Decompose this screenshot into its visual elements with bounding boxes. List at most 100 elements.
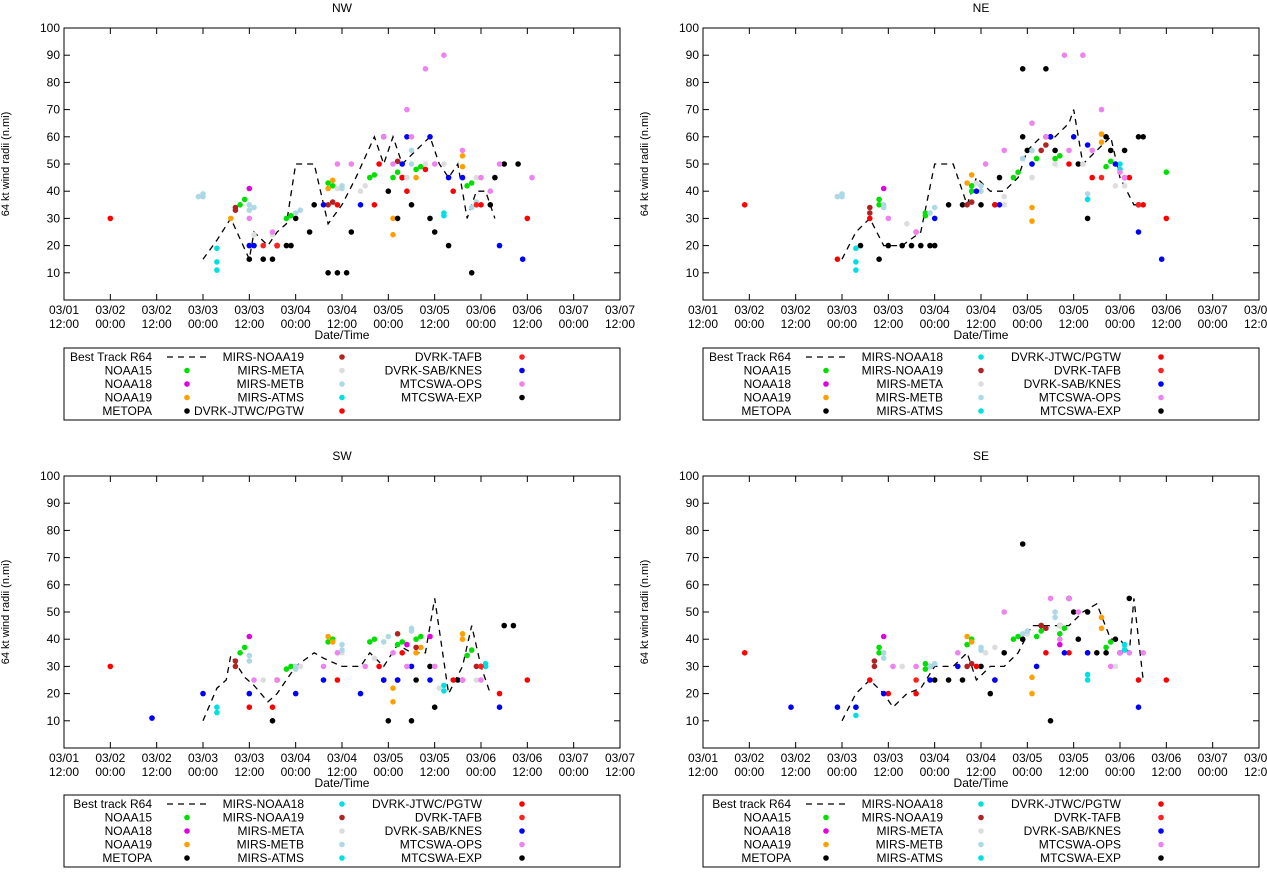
x-tick-label-date: 03/05: [373, 751, 403, 765]
x-axis-label: Date/Time: [954, 776, 1009, 790]
legend-marker: [339, 394, 345, 401]
data-point-mirs-atms: [214, 709, 220, 716]
data-point-mtcswa-ops: [890, 663, 896, 670]
data-point-noaa15: [876, 644, 882, 651]
data-point-mtcswa-ops: [348, 161, 355, 167]
legend-label: MIRS-ATMS: [238, 391, 304, 405]
data-point-mirs-meta: [992, 644, 998, 651]
data-point-dvrk-sab-knes: [149, 715, 155, 721]
data-point-noaa19: [329, 639, 336, 645]
data-point-metopa: [1070, 609, 1077, 615]
data-point-mirs-meta: [404, 174, 410, 181]
legend-marker: [519, 354, 525, 360]
y-tick-label: 70: [47, 551, 61, 565]
data-point-mirs-meta: [362, 183, 369, 189]
data-point-mirs-metb: [297, 207, 304, 213]
data-point-dvrk-sab-knes: [496, 242, 503, 249]
data-point-dvrk-sab-knes: [404, 134, 410, 140]
data-point-metopa: [1019, 541, 1026, 547]
data-point-noaa19: [1098, 625, 1105, 632]
data-point-dvrk-jtwc-pgtw: [371, 202, 378, 208]
legend-marker: [519, 801, 525, 807]
data-point-dvrk-sab-knes: [931, 215, 938, 222]
data-point-dvrk-jtwc-pgtw: [1043, 650, 1049, 656]
data-point-dvrk-jtwc-pgtw: [399, 650, 406, 656]
data-point-metopa: [385, 718, 392, 724]
data-point-dvrk-tafb: [274, 242, 280, 249]
data-point-mtcswa-ops: [529, 174, 535, 181]
legend-marker: [339, 381, 345, 387]
data-point-mirs-metb: [339, 641, 345, 648]
legend-label: NOAA18: [744, 824, 792, 838]
legend-label: METOPA: [102, 851, 152, 865]
x-tick-label-date: 03/06: [512, 303, 542, 317]
x-tick-label-date: 03/02: [95, 303, 125, 317]
data-point-mirs-atms: [853, 267, 859, 273]
data-point-dvrk-sab-knes: [788, 704, 794, 710]
data-point-mirs-noaa19: [867, 210, 873, 216]
legend-label: NOAA19: [105, 391, 153, 405]
legend-marker: [978, 394, 984, 401]
data-point-dvrk-sab-knes: [399, 161, 406, 167]
legend-marker: [1158, 367, 1164, 374]
x-tick-label-time: 12:00: [512, 317, 542, 331]
x-tick-label-date: 03/06: [512, 751, 542, 765]
legend-marker: [823, 367, 829, 374]
x-tick-label-time: 12:00: [512, 765, 542, 779]
y-tick-label: 90: [686, 48, 700, 62]
y-tick-label: 100: [40, 469, 60, 483]
data-point-mirs-meta: [260, 677, 267, 683]
data-point-dvrk-sab-knes: [251, 242, 257, 249]
data-point-dvrk-tafb: [473, 202, 480, 208]
data-point-noaa15: [241, 644, 248, 651]
data-point-dvrk-sab-knes: [459, 174, 466, 181]
data-point-mirs-meta: [982, 650, 989, 656]
data-point-noaa15: [468, 180, 475, 186]
legend-label: MIRS-METB: [876, 391, 943, 405]
legend-marker: [519, 394, 525, 401]
data-point-mtcswa-exp: [515, 161, 521, 167]
data-point-noaa15: [1033, 155, 1040, 162]
x-tick-label-date: 03/03: [188, 751, 218, 765]
legend-label: MIRS-NOAA18: [862, 797, 944, 811]
data-point-mirs-atms: [1084, 196, 1091, 203]
data-point-metopa: [931, 677, 938, 683]
data-point-mtcswa-ops: [246, 215, 253, 222]
data-point-dvrk-jtwc-pgtw: [867, 677, 873, 683]
data-point-dvrk-tafb: [913, 677, 919, 683]
data-point-noaa15: [283, 666, 290, 672]
data-point-mirs-meta: [1052, 161, 1058, 167]
legend-marker: [339, 801, 345, 807]
data-point-mtcswa-ops: [459, 147, 466, 154]
data-point-noaa15: [367, 174, 373, 181]
data-point-mtcswa-ops: [390, 161, 396, 167]
legend-label: MIRS-NOAA18: [223, 797, 305, 811]
data-point-mirs-metb: [834, 193, 841, 200]
data-point-mirs-metb: [246, 202, 253, 208]
data-point-mirs-meta: [357, 188, 364, 194]
x-tick-label-date: 03/04: [327, 303, 357, 317]
data-point-metopa: [501, 161, 508, 167]
legend-label: MIRS-NOAA19: [223, 350, 305, 364]
data-point-mirs-noaa19: [325, 202, 331, 208]
data-point-noaa15: [922, 210, 929, 216]
data-point-dvrk-sab-knes: [1135, 229, 1142, 235]
x-tick-label-date: 03/04: [281, 303, 311, 317]
data-point-mirs-metb: [1019, 631, 1026, 637]
data-point-mirs-noaa19: [968, 199, 975, 205]
data-point-noaa19: [968, 172, 975, 178]
legend-label: NOAA15: [105, 364, 153, 378]
legend-label: MIRS-NOAA19: [223, 811, 305, 825]
data-point-metopa: [1075, 636, 1082, 642]
legend-label: METOPA: [102, 404, 152, 418]
legend-marker: [339, 408, 345, 414]
data-point-mtcswa-ops: [1061, 52, 1068, 58]
data-point-metopa: [1047, 718, 1054, 724]
data-point-dvrk-jtwc-pgtw: [1163, 215, 1170, 222]
x-tick-label-date: 03/06: [1105, 751, 1135, 765]
data-point-metopa: [394, 215, 401, 222]
legend-marker: [339, 855, 345, 861]
legend-label: MIRS-META: [238, 364, 304, 378]
data-point-dvrk-sab-knes: [955, 663, 961, 670]
legend-label: DVRK-TAFB: [1054, 811, 1121, 825]
